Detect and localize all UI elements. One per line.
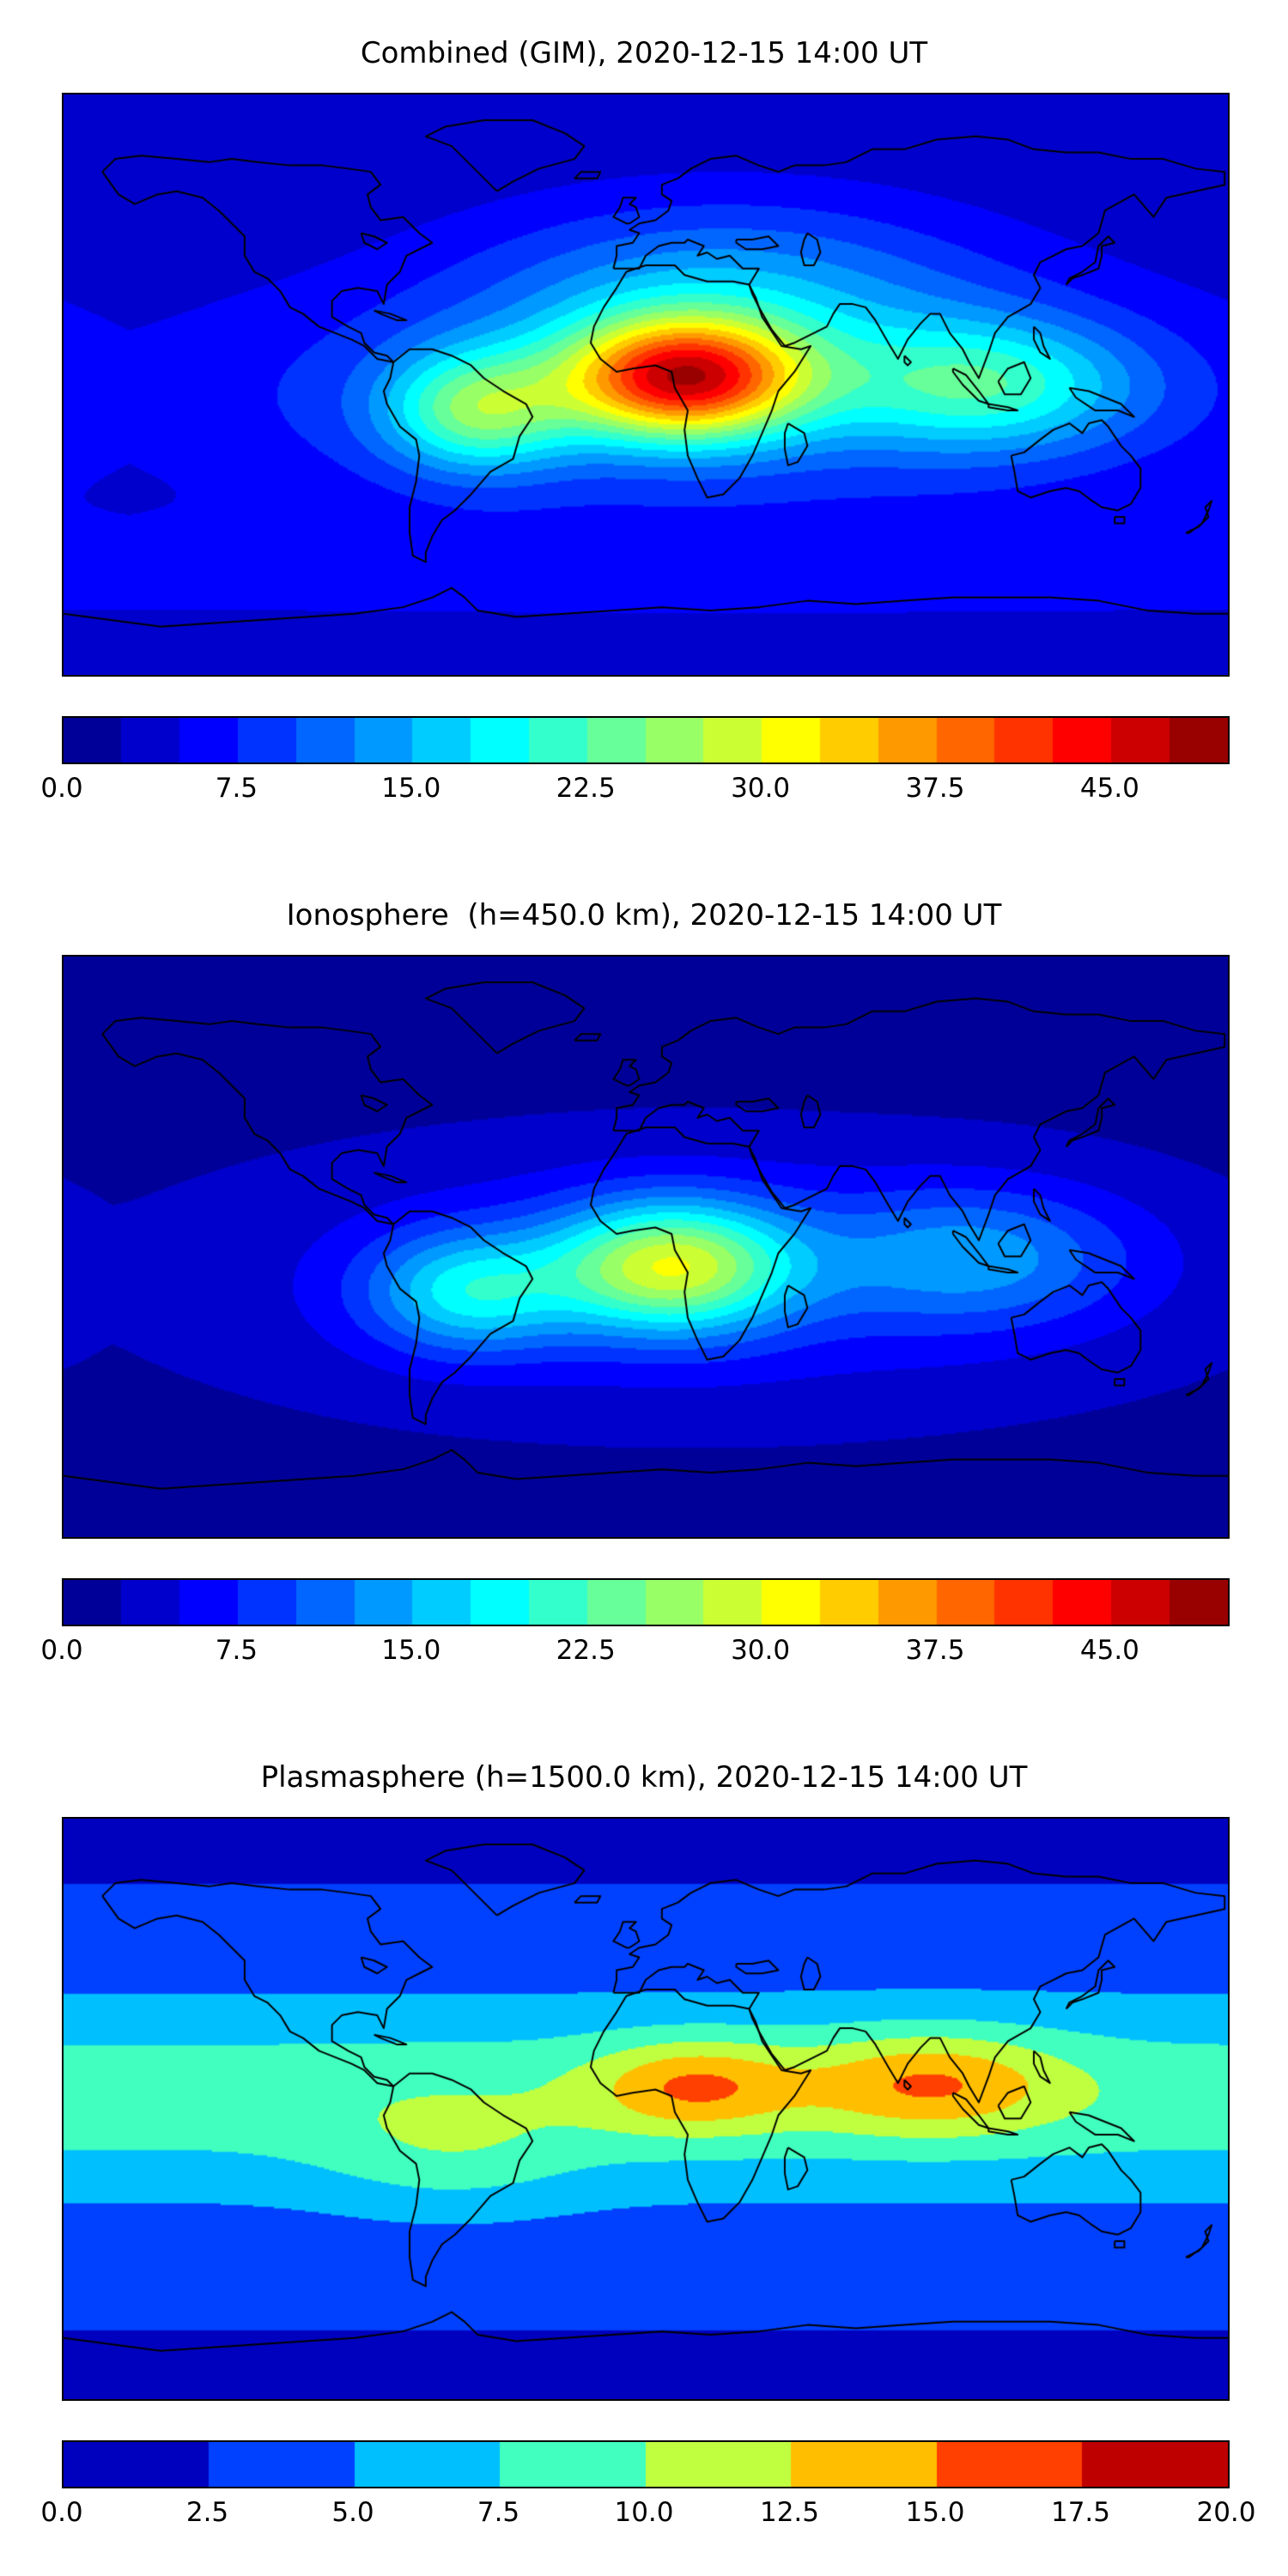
colorbar-tick-label: 15.0 bbox=[381, 773, 441, 804]
colorbar-tick-label: 10.0 bbox=[614, 2497, 674, 2528]
panel-title: Plasmasphere (h=1500.0 km), 2020-12-15 1… bbox=[260, 1760, 1028, 1795]
panel-combined-gim: Combined (GIM), 2020-12-15 14:00 UT 0.0 7… bbox=[0, 36, 1288, 809]
colorbar-tick-label: 5.0 bbox=[331, 2497, 374, 2528]
world-coastline-overlay bbox=[64, 957, 1228, 1537]
world-map-combined bbox=[62, 93, 1230, 677]
colorbar-tick-label: 2.5 bbox=[185, 2497, 229, 2528]
colorbar-tick-label: 15.0 bbox=[381, 1635, 441, 1666]
panel-plasmasphere: Plasmasphere (h=1500.0 km), 2020-12-15 1… bbox=[0, 1760, 1288, 2533]
colorbar-tick-label: 30.0 bbox=[731, 1635, 791, 1666]
panel-ionosphere: Ionosphere (h=450.0 km), 2020-12-15 14:0… bbox=[0, 898, 1288, 1671]
colorbar-tick-label: 20.0 bbox=[1196, 2497, 1256, 2528]
colorbar-tick-label: 45.0 bbox=[1079, 773, 1139, 804]
colorbar bbox=[62, 716, 1230, 764]
colorbar-tick-label: 37.5 bbox=[905, 1635, 965, 1666]
colorbar bbox=[62, 2440, 1230, 2488]
colorbar-tick-label: 7.5 bbox=[477, 2497, 520, 2528]
colorbar bbox=[62, 1578, 1230, 1626]
colorbar-tick-label: 7.5 bbox=[215, 773, 258, 804]
panel-title: Ionosphere (h=450.0 km), 2020-12-15 14:0… bbox=[286, 898, 1002, 933]
colorbar-tick-label: 37.5 bbox=[905, 773, 965, 804]
colorbar-tick-label: 30.0 bbox=[731, 773, 791, 804]
colorbar-tick-label: 17.5 bbox=[1050, 2497, 1111, 2528]
colorbar-tick-labels: 0.0 2.5 5.0 7.5 10.0 12.5 15.0 17.5 20.0 bbox=[40, 2495, 1255, 2533]
colorbar-tick-label: 0.0 bbox=[40, 1635, 83, 1666]
world-map-plasmasphere bbox=[62, 1817, 1230, 2401]
colorbar-tick-label: 7.5 bbox=[215, 1635, 258, 1666]
colorbar-tick-label: 0.0 bbox=[40, 2497, 83, 2528]
colorbar-tick-label: 45.0 bbox=[1079, 1635, 1139, 1666]
colorbar-tick-labels: 0.0 7.5 15.0 22.5 30.0 37.5 45.0 bbox=[40, 771, 1226, 809]
colorbar-tick-label: 0.0 bbox=[40, 773, 83, 804]
colorbar-tick-label: 22.5 bbox=[556, 1635, 616, 1666]
world-coastline-overlay bbox=[64, 94, 1228, 675]
panel-title: Combined (GIM), 2020-12-15 14:00 UT bbox=[360, 36, 928, 70]
colorbar-tick-label: 12.5 bbox=[759, 2497, 820, 2528]
colorbar-tick-labels: 0.0 7.5 15.0 22.5 30.0 37.5 45.0 bbox=[40, 1633, 1226, 1671]
world-map-ionosphere bbox=[62, 955, 1230, 1539]
colorbar-tick-label: 15.0 bbox=[905, 2497, 965, 2528]
world-coastline-overlay bbox=[64, 1819, 1228, 2399]
colorbar-tick-label: 22.5 bbox=[556, 773, 616, 804]
